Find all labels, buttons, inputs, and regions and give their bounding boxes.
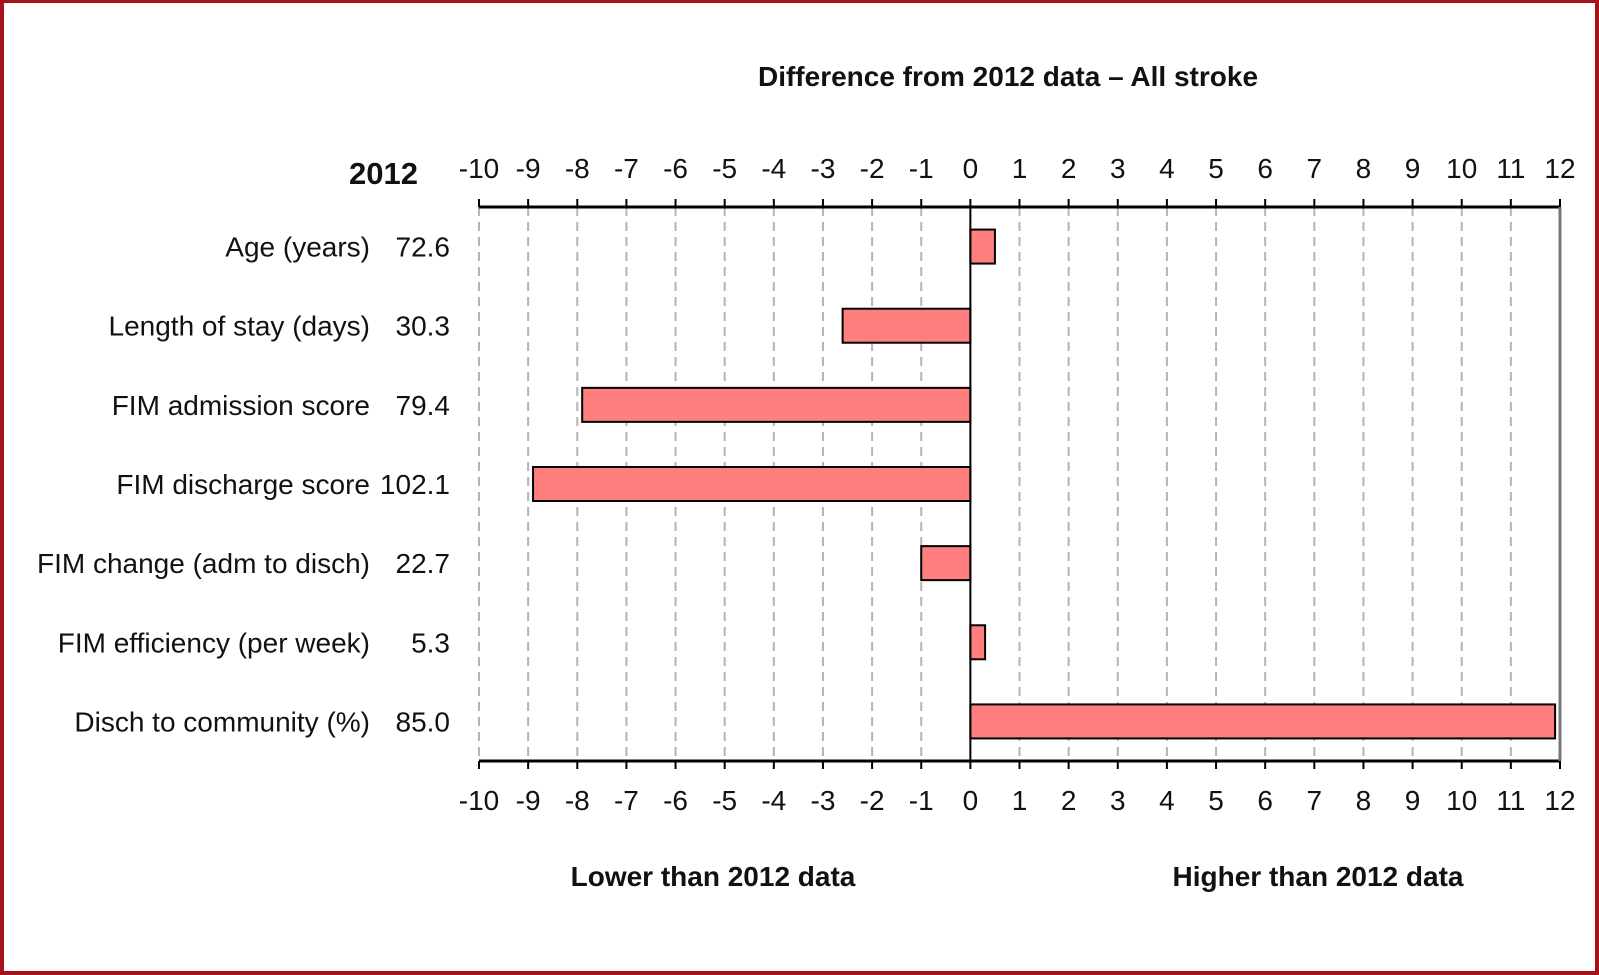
- top-tick-label: 2: [1061, 153, 1077, 184]
- reference-values: 72.6 30.3 79.4 102.1 22.7 5.3 85.0: [380, 232, 450, 738]
- top-tick-label: 3: [1110, 153, 1126, 184]
- top-tick-label: -4: [761, 153, 786, 184]
- reference-value: 85.0: [396, 706, 451, 737]
- top-tick-label: -1: [909, 153, 934, 184]
- bottom-tick-label: 8: [1356, 785, 1372, 816]
- bar: [969, 624, 987, 661]
- bottom-tick-label: 4: [1159, 785, 1175, 816]
- top-tick-label: 4: [1159, 153, 1175, 184]
- chart-title: Difference from 2012 data – All stroke: [758, 61, 1258, 92]
- reference-value: 72.6: [396, 232, 451, 263]
- reference-value: 22.7: [396, 548, 451, 579]
- top-tick-label: -8: [565, 153, 590, 184]
- reference-value: 102.1: [380, 469, 450, 500]
- top-tick-label: 12: [1544, 153, 1575, 184]
- bar: [920, 545, 972, 582]
- bottom-tick-label: 1: [1012, 785, 1028, 816]
- top-tick-label: -9: [516, 153, 541, 184]
- top-tick-label: 10: [1446, 153, 1477, 184]
- category-label: FIM change (adm to disch): [37, 548, 370, 579]
- bottom-tick-label: -3: [811, 785, 836, 816]
- top-tick-label: -5: [712, 153, 737, 184]
- bar: [841, 307, 972, 344]
- bar: [969, 703, 1557, 740]
- bottom-tick-label: -7: [614, 785, 639, 816]
- bottom-tick-label: -4: [761, 785, 786, 816]
- reference-value: 79.4: [396, 390, 451, 421]
- reference-year-label: 2012: [349, 156, 418, 191]
- category-label: FIM efficiency (per week): [58, 627, 370, 658]
- bottom-tick-label: 12: [1544, 785, 1575, 816]
- bottom-tick-label: -9: [516, 785, 541, 816]
- category-label: FIM discharge score: [116, 469, 370, 500]
- bottom-tick-label: -10: [459, 785, 499, 816]
- category-label: Disch to community (%): [74, 706, 370, 737]
- category-labels: Age (years) Length of stay (days) FIM admi…: [37, 232, 370, 738]
- bottom-tick-label: 6: [1257, 785, 1273, 816]
- bottom-tick-label: -8: [565, 785, 590, 816]
- top-tick-label: 11: [1496, 153, 1525, 184]
- bar: [969, 228, 996, 265]
- top-tick-label: -6: [663, 153, 688, 184]
- category-label: FIM admission score: [112, 390, 370, 421]
- bottom-tick-label: -5: [712, 785, 737, 816]
- top-tick-label: 0: [963, 153, 979, 184]
- bottom-tick-label: 10: [1446, 785, 1477, 816]
- top-tick-label: 5: [1208, 153, 1224, 184]
- bottom-tick-label: 5: [1208, 785, 1224, 816]
- top-tick-label: -2: [860, 153, 885, 184]
- bottom-tick-label: 11: [1496, 785, 1525, 816]
- top-tick-labels: -10 -9 -8 -7 -6 -5 -4 -3 -2 -1 0 1 2 3 4 5 6 7 8 9 10 11 12: [459, 153, 1576, 184]
- bar: [532, 466, 972, 502]
- bottom-tick-label: 3: [1110, 785, 1126, 816]
- top-tick-label: -3: [811, 153, 836, 184]
- top-tick-label: 8: [1356, 153, 1372, 184]
- category-label: Length of stay (days): [109, 311, 370, 342]
- bottom-tick-label: 0: [963, 785, 979, 816]
- bottom-tick-label: 7: [1307, 785, 1323, 816]
- bars: [532, 228, 1557, 740]
- bar: [581, 386, 972, 423]
- bottom-tick-label: 2: [1061, 785, 1077, 816]
- lower-than-label: Lower than 2012 data: [571, 861, 856, 892]
- bottom-tick-label: 9: [1405, 785, 1421, 816]
- top-tick-label: 6: [1257, 153, 1273, 184]
- reference-value: 5.3: [411, 627, 450, 658]
- top-tick-label: 9: [1405, 153, 1421, 184]
- axes: [478, 199, 1562, 769]
- bottom-tick-labels: -10 -9 -8 -7 -6 -5 -4 -3 -2 -1 0 1 2 3 4 5 6 7 8 9 10 11 12: [459, 785, 1576, 816]
- reference-value: 30.3: [396, 311, 451, 342]
- bottom-tick-label: -1: [909, 785, 934, 816]
- bottom-tick-label: -2: [860, 785, 885, 816]
- bottom-tick-label: -6: [663, 785, 688, 816]
- category-label: Age (years): [225, 232, 370, 263]
- top-tick-label: 1: [1012, 153, 1028, 184]
- top-tick-label: 7: [1307, 153, 1323, 184]
- top-tick-label: -7: [614, 153, 639, 184]
- higher-than-label: Higher than 2012 data: [1173, 861, 1464, 892]
- top-tick-label: -10: [459, 153, 499, 184]
